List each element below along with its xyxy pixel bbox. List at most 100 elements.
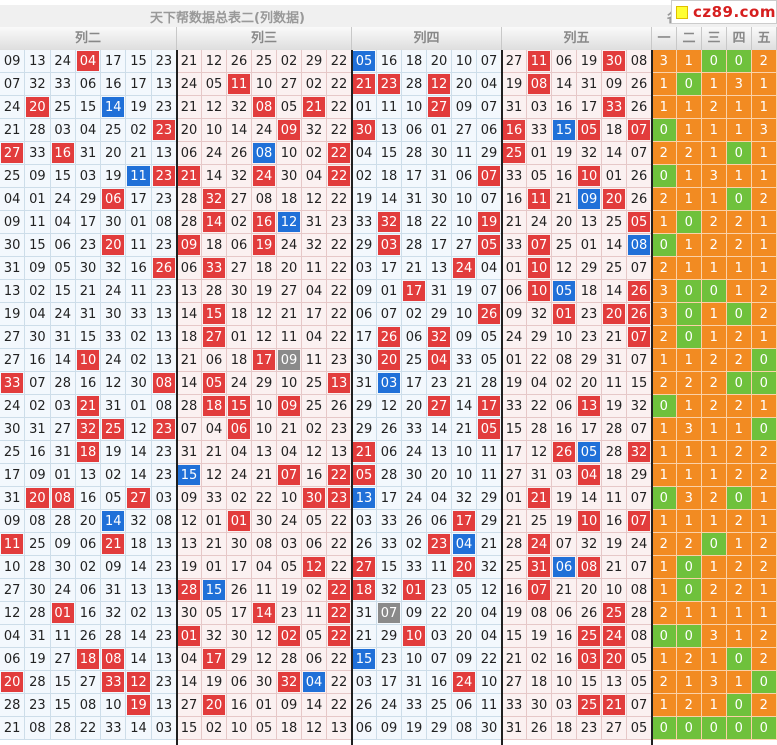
number-cell: 24 bbox=[227, 464, 252, 487]
number-cell: 07 bbox=[627, 257, 652, 280]
number-text: 07 bbox=[630, 422, 648, 437]
number-cell: 17 bbox=[302, 303, 327, 326]
number-cell: 32 bbox=[277, 671, 302, 694]
number-cell: 13 bbox=[177, 533, 202, 556]
number-cell: 11 bbox=[477, 464, 502, 487]
number-text: 26 bbox=[580, 606, 598, 621]
number-cell: 15 bbox=[502, 625, 527, 648]
number-text: 24 bbox=[205, 146, 223, 161]
number-cell: 29 bbox=[302, 50, 327, 73]
number-cell: 07 bbox=[477, 188, 502, 211]
number-cell: 12 bbox=[202, 96, 227, 119]
number-cell: 28 bbox=[177, 579, 202, 602]
number-text: 20 bbox=[205, 698, 223, 713]
stat-cell: 1 bbox=[652, 418, 677, 441]
number-cell: 22 bbox=[327, 326, 352, 349]
number-text: 13 bbox=[255, 445, 273, 460]
number-text: 23 bbox=[155, 169, 173, 184]
number-cell: 18 bbox=[602, 464, 627, 487]
stat-cell: 1 bbox=[702, 441, 727, 464]
number-cell: 12 bbox=[202, 50, 227, 73]
number-cell: 32 bbox=[577, 533, 602, 556]
number-text: 04 bbox=[79, 123, 97, 138]
number-text: 06 bbox=[555, 399, 573, 414]
number-text: 13 bbox=[155, 652, 173, 667]
number-cell: 28 bbox=[177, 395, 202, 418]
number-cell: 06 bbox=[377, 441, 402, 464]
stat-cell: 2 bbox=[652, 372, 677, 395]
number-cell: 26 bbox=[552, 441, 577, 464]
number-cell: 27 bbox=[427, 96, 452, 119]
stat-cell: 1 bbox=[702, 510, 727, 533]
number-text: 31 bbox=[79, 307, 97, 322]
site-watermark[interactable]: cz89.com bbox=[671, 0, 777, 24]
number-text: 06 bbox=[230, 675, 248, 690]
number-text: 33 bbox=[29, 146, 46, 161]
number-text: 12 bbox=[205, 100, 223, 115]
number-cell: 02 bbox=[352, 165, 377, 188]
number-cell: 29 bbox=[577, 257, 602, 280]
number-cell: 09 bbox=[177, 234, 202, 257]
number-text: 27 bbox=[3, 330, 21, 345]
number-cell: 20 bbox=[427, 464, 452, 487]
number-text: 21 bbox=[280, 422, 298, 437]
number-text: 20 bbox=[29, 100, 46, 115]
number-text: 16 bbox=[79, 606, 97, 621]
stat-cell: 1 bbox=[752, 510, 777, 533]
stat-cell: 1 bbox=[677, 119, 702, 142]
number-text: 19 bbox=[480, 215, 498, 230]
number-text: 12 bbox=[530, 445, 548, 460]
number-text: 11 bbox=[605, 491, 623, 506]
number-text: 02 bbox=[29, 399, 46, 414]
number-cell: 19 bbox=[126, 694, 152, 717]
number-text: 19 bbox=[130, 698, 147, 713]
number-text: 15 bbox=[505, 629, 523, 644]
number-cell: 30 bbox=[75, 257, 102, 280]
number-text: 16 bbox=[130, 261, 147, 276]
number-text: 08 bbox=[54, 491, 71, 506]
stat-cell: 1 bbox=[727, 418, 752, 441]
number-cell: 32 bbox=[202, 625, 227, 648]
number-text: 05 bbox=[630, 721, 648, 736]
stat-cell: 2 bbox=[702, 96, 727, 119]
number-cell: 28 bbox=[101, 625, 127, 648]
number-cell: 13 bbox=[151, 694, 177, 717]
number-text: 09 bbox=[405, 606, 423, 621]
stat-cell: 1 bbox=[677, 349, 702, 372]
stat-cell: 1 bbox=[752, 326, 777, 349]
number-cell: 29 bbox=[75, 188, 102, 211]
number-cell: 31 bbox=[101, 395, 127, 418]
number-cell: 05 bbox=[577, 119, 602, 142]
number-cell: 26 bbox=[227, 142, 252, 165]
number-text: 10 bbox=[405, 652, 423, 667]
number-text: 28 bbox=[105, 629, 122, 644]
number-cell: 10 bbox=[252, 418, 277, 441]
number-text: 32 bbox=[580, 537, 598, 552]
number-text: 28 bbox=[605, 422, 623, 437]
number-cell: 12 bbox=[477, 579, 502, 602]
number-text: 11 bbox=[480, 698, 498, 713]
stat-cell: 0 bbox=[727, 188, 752, 211]
stat-header-3: 三 bbox=[702, 27, 727, 50]
number-text: 13 bbox=[380, 123, 398, 138]
number-text: 23 bbox=[330, 491, 348, 506]
number-cell: 16 bbox=[502, 119, 527, 142]
number-cell: 32 bbox=[227, 165, 252, 188]
number-text: 25 bbox=[305, 399, 323, 414]
number-text: 30 bbox=[105, 307, 122, 322]
number-text: 27 bbox=[3, 353, 21, 368]
group-separator bbox=[651, 50, 653, 745]
number-text: 01 bbox=[430, 123, 448, 138]
number-text: 09 bbox=[280, 399, 298, 414]
number-text: 06 bbox=[180, 261, 198, 276]
number-cell: 33 bbox=[101, 326, 127, 349]
number-text: 26 bbox=[405, 514, 423, 529]
number-text: 03 bbox=[280, 537, 298, 552]
number-text: 04 bbox=[305, 284, 323, 299]
number-text: 05 bbox=[255, 721, 273, 736]
number-cell: 05 bbox=[202, 372, 227, 395]
number-text: 09 bbox=[355, 284, 373, 299]
number-text: 22 bbox=[79, 721, 97, 736]
number-cell: 10 bbox=[452, 50, 477, 73]
number-cell: 14 bbox=[452, 395, 477, 418]
